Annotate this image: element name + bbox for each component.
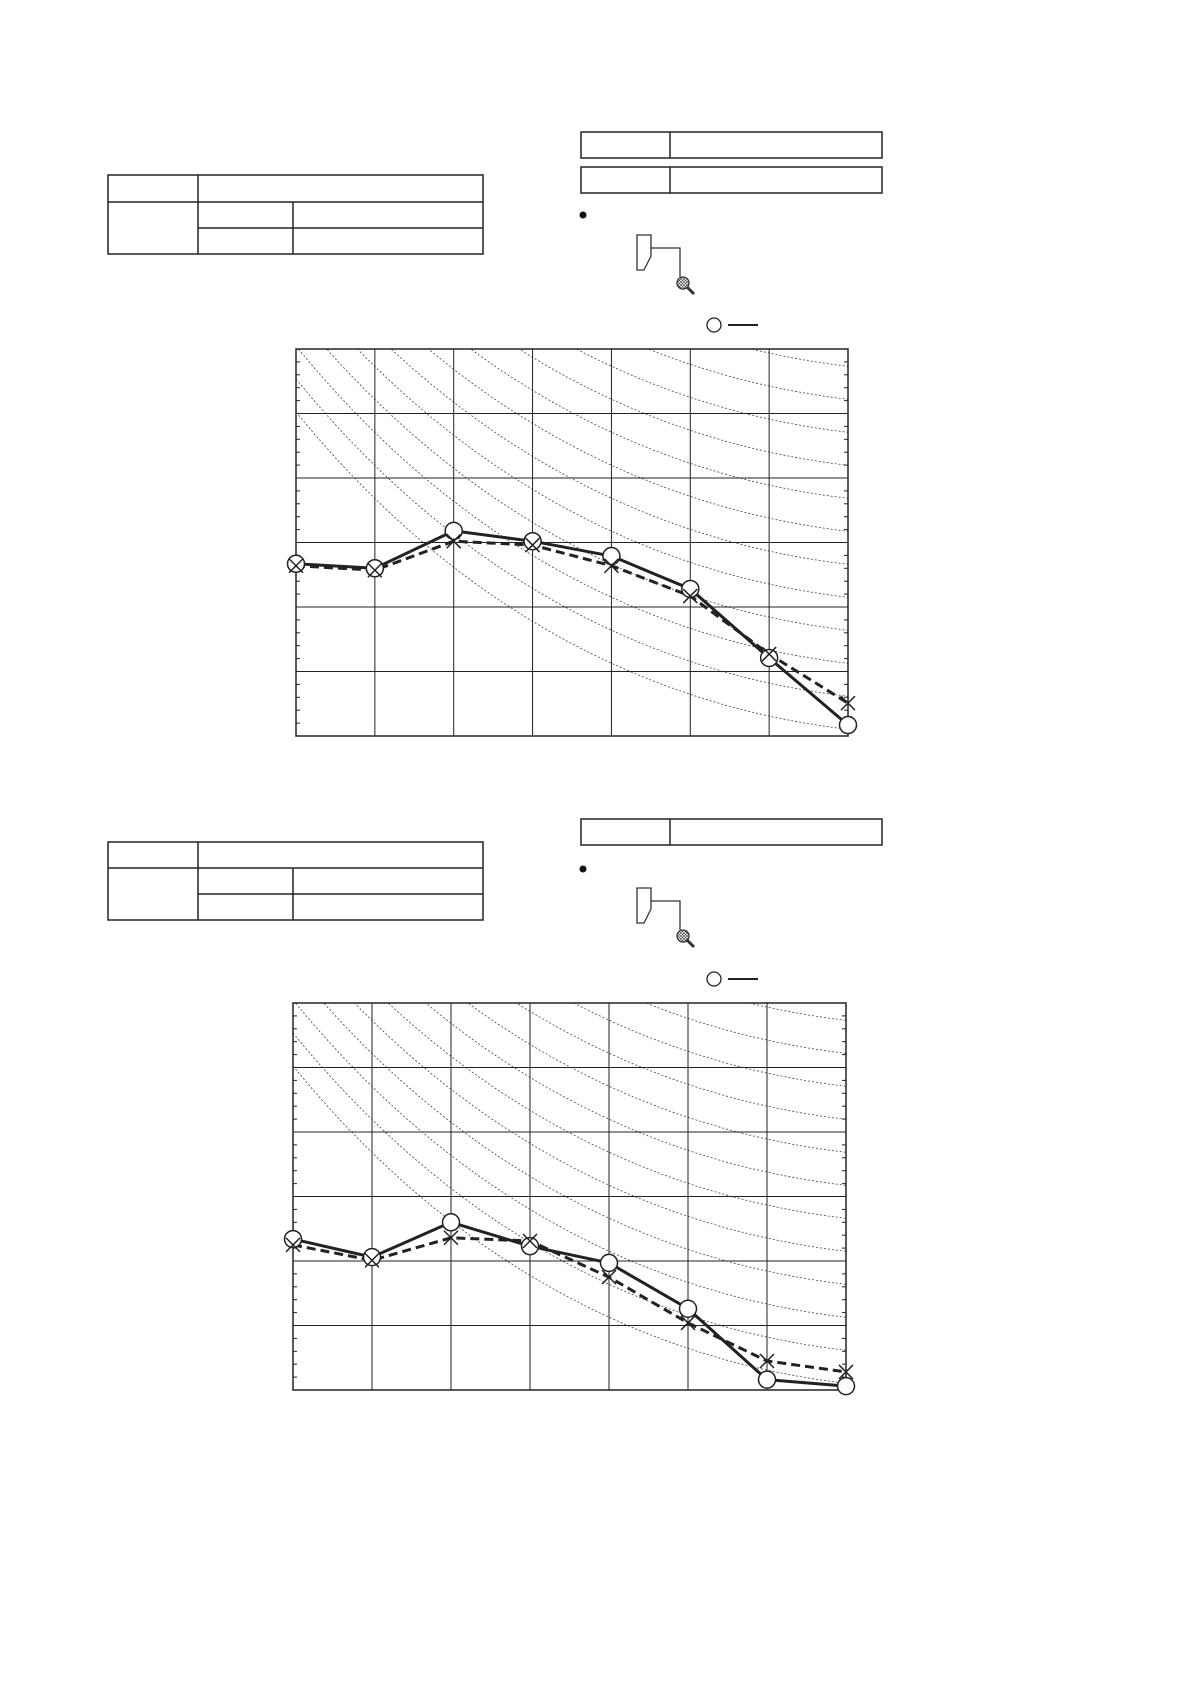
cross-marker bbox=[759, 1353, 775, 1369]
cross-marker bbox=[603, 558, 619, 574]
criteria-curve bbox=[427, 349, 848, 532]
criteria-curve bbox=[294, 1003, 846, 1318]
criteria-curve bbox=[467, 1003, 846, 1153]
point-marker bbox=[757, 1370, 777, 1389]
condition-table bbox=[580, 131, 883, 194]
criteria-curve bbox=[296, 378, 848, 697]
cross-marker bbox=[682, 588, 698, 604]
criteria-curve bbox=[644, 1003, 846, 1054]
bullet bbox=[579, 865, 587, 873]
cross-marker bbox=[446, 533, 462, 549]
cross-marker bbox=[840, 695, 856, 711]
criteria-curve bbox=[390, 349, 848, 565]
legend-symbol bbox=[706, 971, 758, 987]
spec-table bbox=[107, 174, 484, 255]
point-marker bbox=[444, 521, 463, 541]
series-line bbox=[292, 1220, 847, 1388]
criteria-curve bbox=[518, 349, 848, 466]
microphone-diagram bbox=[636, 887, 696, 949]
point-marker bbox=[441, 1213, 461, 1232]
criteria-curves bbox=[296, 349, 848, 730]
series-line bbox=[292, 1236, 847, 1374]
series-line bbox=[295, 529, 849, 727]
cross-marker bbox=[761, 646, 777, 662]
cross-marker bbox=[680, 1315, 696, 1331]
point-marker bbox=[523, 531, 542, 551]
criteria-curve bbox=[747, 1003, 846, 1021]
cross-marker bbox=[525, 537, 541, 553]
criteria-curve bbox=[293, 1032, 846, 1351]
criteria-curve bbox=[326, 349, 848, 631]
criteria-curve bbox=[573, 1003, 846, 1087]
bullet bbox=[579, 211, 587, 219]
point-marker bbox=[599, 1253, 619, 1273]
cross-marker bbox=[364, 1252, 380, 1268]
condition-table bbox=[580, 818, 883, 846]
point-marker bbox=[836, 1376, 856, 1396]
microphone-diagram bbox=[636, 234, 696, 296]
point-marker bbox=[678, 1299, 698, 1318]
criteria-curve bbox=[354, 1003, 846, 1252]
series-line bbox=[295, 539, 849, 705]
point-marker bbox=[520, 1236, 540, 1256]
chart bbox=[283, 1002, 856, 1396]
criteria-curve bbox=[293, 1065, 846, 1384]
cross-marker bbox=[522, 1233, 538, 1249]
cross-marker bbox=[838, 1364, 854, 1380]
point-marker bbox=[681, 579, 700, 599]
criteria-curve bbox=[749, 349, 848, 367]
cross-marker bbox=[601, 1269, 617, 1285]
point-marker bbox=[286, 554, 306, 574]
point-marker bbox=[362, 1247, 382, 1267]
cross-marker bbox=[285, 1237, 301, 1253]
point-marker bbox=[602, 546, 621, 566]
criteria-curve bbox=[575, 349, 848, 433]
criteria-curve bbox=[323, 1003, 846, 1285]
cross-marker bbox=[288, 558, 304, 574]
point-marker bbox=[838, 715, 858, 735]
cross-marker bbox=[367, 562, 383, 578]
criteria-curves bbox=[293, 1003, 846, 1384]
point-marker bbox=[283, 1229, 303, 1249]
plot-frame bbox=[295, 348, 849, 737]
spec-table bbox=[107, 841, 484, 921]
plot-frame bbox=[292, 1002, 847, 1391]
chart bbox=[286, 348, 858, 737]
cross-marker bbox=[443, 1230, 459, 1246]
criteria-curve bbox=[425, 1003, 846, 1186]
point-marker bbox=[365, 559, 385, 578]
criteria-curve bbox=[515, 1003, 846, 1120]
criteria-curve bbox=[297, 349, 848, 664]
legend-symbol bbox=[706, 317, 758, 333]
point-marker bbox=[759, 648, 779, 668]
criteria-curve bbox=[387, 1003, 846, 1219]
criteria-curve bbox=[647, 349, 848, 400]
